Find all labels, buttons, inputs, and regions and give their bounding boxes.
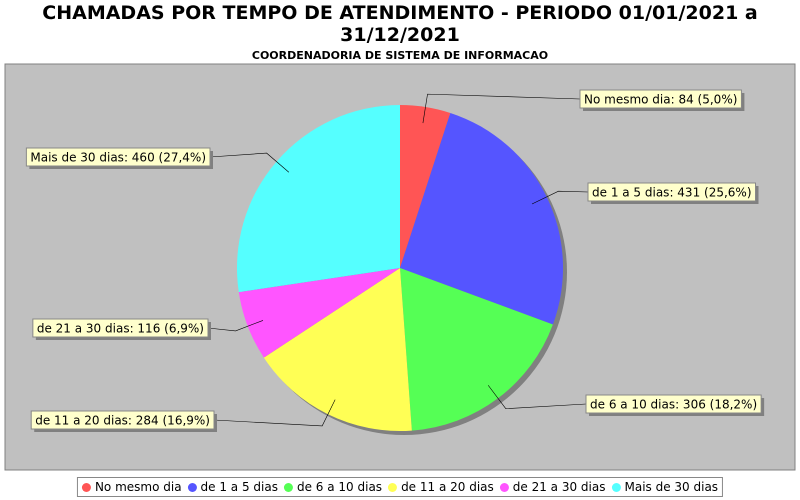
label-link <box>487 385 587 410</box>
label-box <box>32 318 209 338</box>
pie-slice <box>400 268 553 431</box>
label-link <box>531 190 589 205</box>
label-box <box>585 394 762 414</box>
pie-slice <box>236 105 400 293</box>
legend-swatch <box>81 482 91 492</box>
slice-label: de 6 a 10 dias: 306 (18,2%) <box>590 398 757 412</box>
label-link <box>209 152 290 173</box>
pie-slice <box>263 268 412 431</box>
legend-swatch <box>283 482 293 492</box>
pie-slice <box>238 268 400 358</box>
legend-item: de 11 a 20 dias <box>388 480 494 494</box>
label-box <box>579 89 742 109</box>
legend-item: No mesmo dia <box>81 480 182 494</box>
legend-label: de 11 a 20 dias <box>401 480 494 494</box>
pie-slice <box>400 112 563 325</box>
legend-label: Mais de 30 dias <box>624 480 719 494</box>
slice-label: No mesmo dia: 84 (5,0%) <box>584 93 737 107</box>
label-box <box>30 410 215 430</box>
pie-slice <box>400 105 451 268</box>
legend-label: No mesmo dia <box>94 480 182 494</box>
label-link <box>207 320 264 332</box>
legend: No mesmo dia de 1 a 5 dias de 6 a 10 dias d… <box>76 477 724 497</box>
label-box <box>587 182 756 202</box>
label-link <box>422 93 581 124</box>
legend-swatch <box>388 482 398 492</box>
label-box <box>25 147 211 167</box>
slice-label: de 1 a 5 dias: 431 (25,6%) <box>592 186 752 200</box>
legend-swatch <box>499 482 509 492</box>
legend-item: de 21 a 30 dias <box>499 480 606 494</box>
legend-label: de 1 a 5 dias <box>200 480 278 494</box>
legend-label: de 6 a 10 dias <box>296 480 383 494</box>
slice-label: de 21 a 30 dias: 116 (6,9%) <box>37 322 204 336</box>
label-link <box>213 399 336 427</box>
legend-item: Mais de 30 dias <box>611 480 719 494</box>
legend-item: de 1 a 5 dias <box>187 480 278 494</box>
slice-label: Mais de 30 dias: 460 (27,4%) <box>30 151 206 165</box>
slice-label: de 11 a 20 dias: 284 (16,9%) <box>35 414 210 428</box>
legend-label: de 21 a 30 dias <box>512 480 606 494</box>
chart-title: CHAMADAS POR TEMPO DE ATENDIMENTO - PERI… <box>42 2 758 46</box>
legend-swatch <box>187 482 197 492</box>
legend-item: de 6 a 10 dias <box>283 480 383 494</box>
legend-swatch <box>611 482 621 492</box>
chart-subtitle: COORDENADORIA DE SISTEMA DE INFORMACAO <box>251 49 549 62</box>
